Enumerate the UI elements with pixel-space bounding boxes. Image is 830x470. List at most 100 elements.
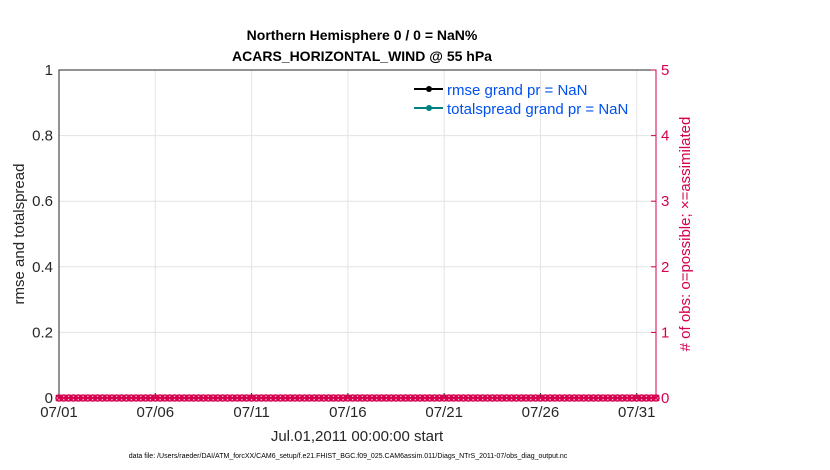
obs-possible-marker — [286, 394, 294, 402]
obs-possible-marker — [464, 394, 472, 402]
obs-possible-marker — [406, 394, 415, 402]
title-line-2: ACARS_HORIZONTAL_WIND @ 55 hPa — [232, 48, 492, 64]
obs-possible-marker — [517, 394, 525, 402]
obs-possible-marker — [79, 394, 87, 402]
obs-possible-marker — [430, 394, 439, 402]
obs-possible-marker — [93, 394, 102, 402]
y-right-tick-label: 2 — [661, 259, 669, 276]
obs-possible-marker — [185, 394, 193, 402]
obs-possible-marker — [493, 394, 501, 402]
obs-possible-marker — [536, 394, 545, 402]
obs-possible-marker — [214, 394, 222, 402]
obs-possible-marker — [146, 394, 155, 402]
y-tick-label: 0.8 — [32, 128, 53, 145]
obs-possible-marker — [469, 394, 477, 402]
legend: rmse grand pr = NaN totalspread grand pr… — [414, 82, 628, 118]
obs-possible-marker — [315, 394, 323, 402]
obs-possible-marker — [546, 394, 554, 402]
obs-possible-marker — [604, 394, 612, 402]
x-tick-label: 07/01 — [40, 404, 78, 421]
x-tick-label: 07/31 — [618, 404, 656, 421]
obs-possible-marker — [580, 394, 588, 402]
obs-markers — [55, 394, 660, 402]
obs-possible-marker — [64, 394, 73, 402]
obs-possible-marker — [194, 394, 203, 402]
obs-possible-marker — [454, 394, 463, 402]
obs-possible-marker — [218, 394, 227, 402]
obs-possible-marker — [599, 394, 607, 402]
obs-possible-marker — [271, 394, 280, 402]
obs-possible-marker — [175, 394, 184, 402]
obs-possible-marker — [69, 394, 78, 402]
obs-possible-marker — [358, 394, 367, 402]
obs-possible-marker — [575, 394, 583, 402]
obs-possible-marker — [281, 394, 290, 402]
obs-possible-marker — [555, 394, 564, 402]
obs-possible-marker — [113, 394, 121, 402]
obs-possible-marker — [368, 394, 376, 402]
obs-possible-marker — [353, 394, 362, 402]
obs-possible-marker — [348, 394, 357, 402]
obs-possible-marker — [141, 394, 150, 402]
grid — [58, 69, 656, 399]
obs-possible-marker — [642, 394, 651, 402]
x-tick-label: 07/11 — [233, 404, 269, 421]
obs-possible-marker — [334, 394, 342, 402]
obs-possible-marker — [247, 394, 256, 402]
y-right-tick-label: 3 — [661, 193, 669, 210]
y-right-tick-label: 4 — [661, 128, 669, 145]
obs-possible-marker — [300, 394, 309, 402]
obs-possible-marker — [397, 394, 405, 402]
obs-possible-marker — [228, 394, 237, 402]
obs-possible-marker — [594, 394, 602, 402]
obs-possible-marker — [613, 394, 622, 402]
obs-possible-marker — [387, 394, 395, 402]
obs-possible-marker — [276, 394, 285, 402]
obs-possible-marker — [541, 394, 550, 402]
y-tick-labels: 0 0.2 0.4 0.6 0.8 1 — [32, 62, 53, 407]
obs-possible-marker — [570, 394, 578, 402]
obs-possible-marker — [450, 394, 458, 402]
obs-possible-marker — [401, 394, 410, 402]
obs-possible-marker — [223, 394, 232, 402]
obs-possible-marker — [512, 394, 521, 402]
obs-possible-marker — [483, 394, 492, 402]
obs-possible-marker — [329, 394, 338, 402]
obs-possible-marker — [565, 394, 574, 402]
obs-possible-marker — [122, 394, 131, 402]
obs-possible-marker — [411, 394, 420, 402]
obs-possible-marker — [503, 394, 511, 402]
obs-possible-marker — [310, 394, 318, 402]
obs-possible-marker — [190, 394, 198, 402]
x-tick-labels: 07/01 07/06 07/11 07/16 07/21 07/26 07/31 — [40, 404, 655, 421]
legend-marker-rmse — [426, 86, 432, 92]
obs-possible-marker — [628, 394, 636, 402]
y-axis-label: rmse and totalspread — [11, 164, 28, 305]
y-right-tick-label: 5 — [661, 62, 669, 79]
obs-possible-marker — [161, 394, 169, 402]
obs-possible-marker — [262, 394, 270, 402]
obs-possible-marker — [488, 394, 497, 402]
obs-possible-marker — [445, 394, 453, 402]
obs-possible-marker — [180, 394, 188, 402]
obs-possible-marker — [55, 394, 63, 402]
obs-possible-marker — [252, 394, 261, 402]
obs-possible-marker — [108, 394, 116, 402]
obs-possible-marker — [165, 394, 174, 402]
obs-possible-marker — [527, 394, 535, 402]
obs-possible-marker — [584, 394, 593, 402]
obs-possible-marker — [233, 394, 241, 402]
obs-possible-marker — [392, 394, 400, 402]
obs-possible-marker — [632, 394, 641, 402]
x-tick-label: 07/21 — [425, 404, 463, 421]
obs-possible-marker — [637, 394, 646, 402]
obs-possible-marker — [531, 394, 540, 402]
obs-possible-marker — [295, 394, 304, 402]
title-line-1: Northern Hemisphere 0 / 0 = NaN% — [247, 27, 478, 43]
obs-possible-marker — [425, 394, 434, 402]
y-tick-label: 0.2 — [32, 324, 53, 341]
y-tick-label: 1 — [45, 62, 53, 79]
obs-possible-marker — [373, 394, 381, 402]
obs-possible-marker — [291, 394, 299, 402]
